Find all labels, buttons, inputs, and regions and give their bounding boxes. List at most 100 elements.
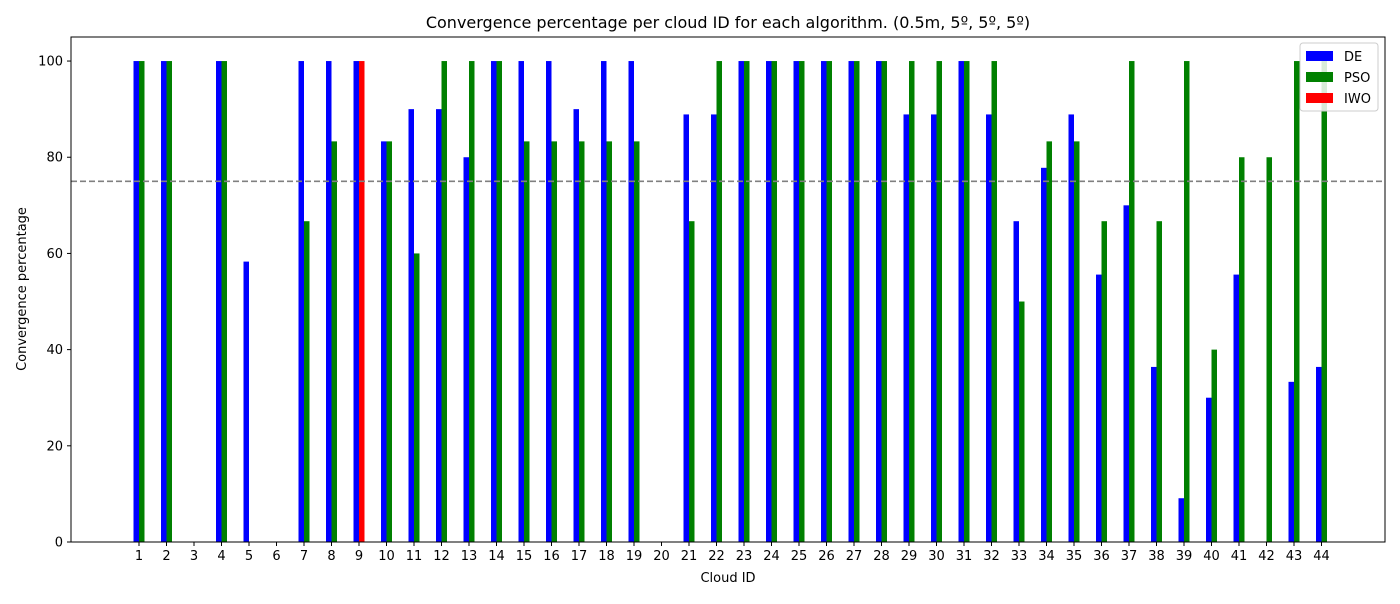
bar-de-24 <box>766 61 772 543</box>
y-tick-label-80: 80 <box>46 151 63 166</box>
legend-label-de: DE <box>1344 50 1362 65</box>
x-tick-label-13: 13 <box>461 549 478 564</box>
bar-de-22 <box>711 114 717 543</box>
bar-de-11 <box>408 109 414 542</box>
plot-frame <box>70 36 1386 543</box>
bar-pso-4 <box>221 61 227 543</box>
x-tick-label-4: 4 <box>217 549 225 564</box>
bar-pso-25 <box>799 61 805 543</box>
legend-swatch-pso <box>1306 72 1333 82</box>
x-tick-label-20: 20 <box>653 549 670 564</box>
bar-de-14 <box>491 61 497 543</box>
bar-de-28 <box>876 61 882 543</box>
x-tick-label-16: 16 <box>543 549 560 564</box>
bar-pso-14 <box>496 61 502 543</box>
bar-pso-31 <box>964 61 970 543</box>
y-tick-label-100: 100 <box>38 55 63 70</box>
bar-pso-27 <box>854 61 860 543</box>
bar-de-25 <box>793 61 799 543</box>
bar-pso-17 <box>579 141 585 542</box>
bar-de-13 <box>463 157 469 543</box>
x-tick-label-23: 23 <box>736 549 753 564</box>
bar-pso-39 <box>1184 61 1190 543</box>
x-tick-label-9: 9 <box>355 549 363 564</box>
x-tick-label-38: 38 <box>1148 549 1165 564</box>
x-tick-label-30: 30 <box>928 549 945 564</box>
bar-de-41 <box>1233 274 1239 542</box>
bar-pso-37 <box>1129 61 1135 543</box>
x-tick-label-25: 25 <box>791 549 808 564</box>
bar-de-35 <box>1068 114 1074 543</box>
bar-de-30 <box>931 114 937 543</box>
bar-de-16 <box>546 61 552 543</box>
x-tick-label-11: 11 <box>406 549 423 564</box>
bar-pso-44 <box>1321 61 1327 543</box>
bar-de-7 <box>298 61 304 543</box>
bar-pso-26 <box>826 61 832 543</box>
x-tick-label-18: 18 <box>598 549 615 564</box>
bar-de-44 <box>1316 366 1322 542</box>
bar-pso-15 <box>524 141 530 542</box>
bar-de-29 <box>903 114 909 543</box>
x-tick-label-33: 33 <box>1011 549 1028 564</box>
bar-pso-23 <box>744 61 750 543</box>
y-axis-label: Convergence percentage <box>15 207 30 371</box>
bar-de-34 <box>1041 167 1047 542</box>
bar-de-27 <box>848 61 854 543</box>
bar-de-38 <box>1151 366 1157 542</box>
bar-pso-12 <box>441 61 447 543</box>
bar-pso-38 <box>1156 221 1162 542</box>
bar-de-32 <box>986 114 992 543</box>
bar-de-23 <box>738 61 744 543</box>
x-tick-label-35: 35 <box>1066 549 1083 564</box>
bar-pso-34 <box>1046 141 1052 542</box>
bar-de-39 <box>1178 498 1184 542</box>
x-tick-label-22: 22 <box>708 549 725 564</box>
x-tick-label-39: 39 <box>1176 549 1193 564</box>
legend: DE PSO IWO <box>1299 42 1379 112</box>
x-tick-label-27: 27 <box>846 549 863 564</box>
bar-de-43 <box>1288 381 1294 542</box>
bar-de-33 <box>1013 221 1019 542</box>
legend-label-iwo: IWO <box>1344 92 1371 107</box>
bar-de-31 <box>958 61 964 543</box>
x-tick-label-12: 12 <box>433 549 450 564</box>
x-tick-label-17: 17 <box>571 549 588 564</box>
y-tick-label-60: 60 <box>46 247 63 262</box>
bar-de-19 <box>628 61 634 543</box>
y-tick-label-0: 0 <box>55 536 63 551</box>
bar-pso-33 <box>1019 301 1025 542</box>
bars-layer <box>133 61 1327 543</box>
bar-pso-18 <box>606 141 612 542</box>
x-tick-label-29: 29 <box>901 549 918 564</box>
bar-pso-24 <box>771 61 777 543</box>
x-tick-label-40: 40 <box>1203 549 1220 564</box>
bar-pso-11 <box>414 253 420 542</box>
bar-de-21 <box>683 114 689 543</box>
x-tick-label-26: 26 <box>818 549 835 564</box>
bar-de-26 <box>821 61 827 543</box>
x-tick-label-14: 14 <box>488 549 505 564</box>
x-tick-label-42: 42 <box>1258 549 1275 564</box>
y-tick-label-40: 40 <box>46 343 63 358</box>
x-tick-label-5: 5 <box>245 549 253 564</box>
bar-pso-19 <box>634 141 640 542</box>
bar-de-17 <box>573 109 579 542</box>
x-tick-label-6: 6 <box>272 549 280 564</box>
bar-de-15 <box>518 61 524 543</box>
bar-pso-35 <box>1074 141 1080 542</box>
bar-de-10 <box>381 141 387 542</box>
bar-pso-13 <box>469 61 475 543</box>
x-tick-label-19: 19 <box>626 549 643 564</box>
x-tick-label-28: 28 <box>873 549 890 564</box>
bar-pso-16 <box>551 141 557 542</box>
x-tick-label-41: 41 <box>1231 549 1248 564</box>
x-tick-label-24: 24 <box>763 549 780 564</box>
bar-pso-30 <box>936 61 942 543</box>
bar-iwo-9 <box>359 61 365 543</box>
bar-de-1 <box>133 61 139 543</box>
x-axis-label: Cloud ID <box>700 571 755 586</box>
